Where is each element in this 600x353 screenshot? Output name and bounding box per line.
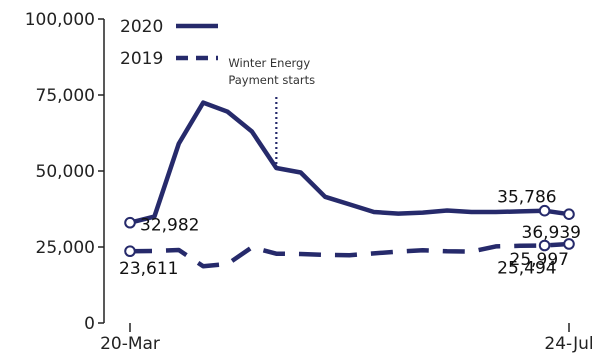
series-layer	[124, 100, 575, 269]
data-label: 32,982	[140, 216, 199, 236]
x-axis: 20-Mar 24-Jul	[100, 323, 594, 353]
y-tick-label: 100,000	[25, 10, 95, 30]
series-line-2019	[129, 241, 570, 269]
data-label: 25,494	[497, 258, 556, 278]
data-label: 35,786	[497, 188, 556, 208]
data-label: 25,997	[510, 250, 569, 270]
data-point-2019	[124, 245, 136, 258]
x-tick-label: 24-Jul	[544, 334, 593, 353]
y-tick-label: 0	[84, 314, 95, 334]
y-tick-label: 75,000	[36, 86, 95, 106]
legend-label-2020: 2020	[120, 17, 163, 37]
legend-label-2019: 2019	[120, 49, 163, 69]
data-point-2019	[563, 238, 575, 250]
annotation: Winter Energy Payment starts	[228, 56, 315, 166]
data-point-2019	[538, 239, 551, 252]
data-point-2020	[538, 204, 551, 217]
legend: 2020 2019	[120, 17, 218, 69]
data-label: 36,939	[522, 223, 581, 243]
y-tick-label: 50,000	[36, 162, 95, 182]
series-line-2020	[129, 100, 570, 225]
y-axis: 0 25,000 50,000 75,000 100,000	[25, 10, 105, 334]
data-point-2020	[124, 216, 136, 229]
x-tick-label: 20-Mar	[100, 334, 160, 353]
y-tick-label: 25,000	[36, 238, 95, 258]
data-point-2020	[563, 208, 575, 221]
annotation-text: Winter Energy	[228, 56, 310, 70]
data-label: 23,611	[119, 259, 178, 279]
annotation-text: Payment starts	[228, 73, 315, 87]
